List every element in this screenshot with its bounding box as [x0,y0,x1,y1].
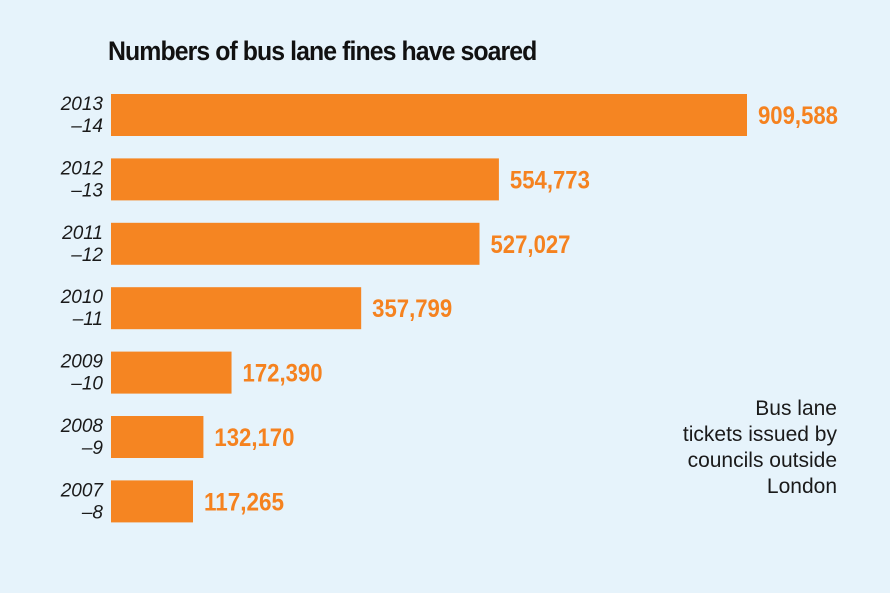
annotation-line-1: Bus lane [755,397,837,420]
value-label-2012: 554,773 [510,166,590,194]
bar-2012 [111,158,499,201]
value-label-2007: 117,265 [204,488,284,516]
value-label-2009: 172,390 [243,360,323,388]
bar-2010 [111,287,362,330]
category-label-2013: 2013 –14 [60,94,104,137]
category-label-2010: 2010 –11 [60,287,104,330]
category-label-2012: 2012 –13 [60,158,104,201]
bar-2011 [111,222,480,265]
category-label-2011: 2011 –12 [61,223,103,266]
bar-2008 [111,416,204,458]
annotation-line-3: councils outside [687,449,837,472]
value-label-2011: 527,027 [491,231,571,259]
chart-annotation: Bus lane tickets issued by councils outs… [637,396,837,500]
value-label-2008: 132,170 [214,424,294,452]
bar-2007 [111,480,193,523]
labels-layer: 909,588 2013 –14 554,773 2012 –13 527,027 2011–… [60,94,838,523]
value-label-2013: 909,588 [758,102,838,130]
value-label-2010: 357,799 [372,295,452,323]
bar-2009 [111,351,232,394]
annotation-line-4: London [766,475,837,498]
annotation-line-2: tickets issued by [682,423,837,446]
chart-title: Numbers of bus lane fines have soared [108,36,537,66]
category-label-2007: 2007 –8 [60,480,105,523]
bars-layer [111,94,747,523]
bar-2013 [111,94,747,136]
category-label-2008: 2008 –9 [60,416,104,459]
category-label-2009: 2009 –10 [60,352,104,395]
